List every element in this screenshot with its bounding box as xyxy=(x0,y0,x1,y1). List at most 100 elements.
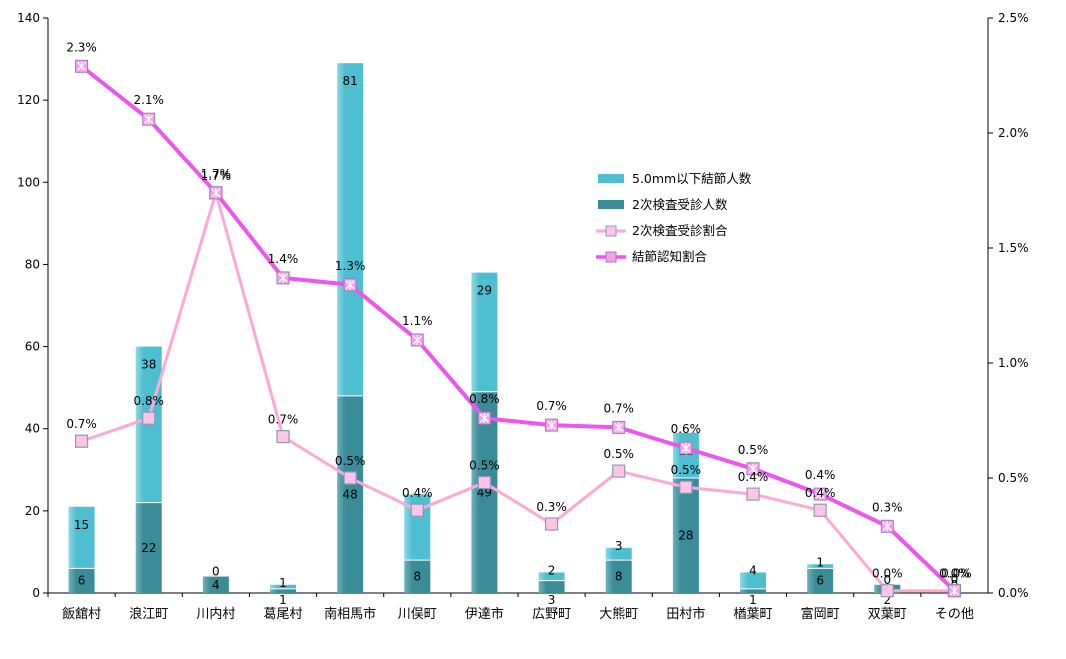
exam-ratio-point xyxy=(74,434,89,448)
bar-nodule-5mm xyxy=(270,584,296,589)
nodule-ratio-point xyxy=(75,59,89,73)
nodule-ratio-label: 1.7% xyxy=(201,167,232,181)
bar-2nd-exam xyxy=(135,502,162,593)
bar-2nd-exam xyxy=(337,395,364,593)
bar-nodule-5mm xyxy=(807,564,834,569)
exam-ratio-point xyxy=(813,503,827,517)
bar-nodule-5mm-label: 0 xyxy=(883,573,891,587)
bar-nodule-5mm-label: 0 xyxy=(951,572,959,586)
exam-ratio-label: 0.7% xyxy=(268,413,299,427)
nodule-ratio-label: 0.8% xyxy=(469,392,500,406)
bar-2nd-exam xyxy=(270,588,296,593)
exam-ratio-series xyxy=(74,186,962,598)
exam-ratio-point xyxy=(142,411,156,425)
bar-2nd-exam-label: 8 xyxy=(413,570,421,584)
x-category-label: その他 xyxy=(935,607,974,622)
legend-marker-nodule-ratio xyxy=(605,251,617,263)
bar-2nd-exam-label: 8 xyxy=(615,570,623,584)
nodule-ratio-label: 0.6% xyxy=(671,422,702,436)
exam-ratio-label: 0.8% xyxy=(133,394,164,408)
nodule-ratio-point xyxy=(947,584,961,598)
bar-nodule-5mm xyxy=(672,432,699,478)
exam-ratio-point xyxy=(612,464,626,478)
nodule-ratio-point xyxy=(343,278,357,292)
legend-swatch-2nd-exam xyxy=(598,200,624,209)
bar-nodule-5mm xyxy=(68,506,95,569)
nodule-ratio-point xyxy=(477,411,491,425)
bar-2nd-exam xyxy=(740,588,766,593)
bar-nodule-5mm-label: 38 xyxy=(141,358,156,372)
bar-nodule-5mm-label: 2 xyxy=(548,563,556,577)
y-right-tick-label: 2.5% xyxy=(998,11,1029,25)
bar-nodule-5mm xyxy=(538,572,565,581)
exam-ratio-label: 1.7% xyxy=(201,169,232,183)
x-category-label: 広野町 xyxy=(532,607,571,622)
exam-ratio-label: 0.5% xyxy=(671,463,702,477)
bar-nodule-5mm-label: 81 xyxy=(343,74,358,88)
legend-swatch-nodule-5mm xyxy=(598,174,624,183)
bar-nodule-5mm xyxy=(337,63,364,396)
legend-label-nodule-ratio: 結節認知割合 xyxy=(632,249,708,264)
nodule-ratio-label: 0.7% xyxy=(536,399,567,413)
nodule-ratio-label: 0.7% xyxy=(603,401,634,415)
legend-label-nodule-5mm: 5.0mm以下結節人数 xyxy=(632,171,752,186)
nodule-ratio-label: 0.5% xyxy=(738,443,769,457)
y-left-tick-label: 0 xyxy=(32,586,40,600)
x-category-label: 双葉町 xyxy=(868,607,907,622)
bar-nodule-5mm-label: 4 xyxy=(749,563,757,577)
y-right-tick-label: 0.0% xyxy=(998,586,1029,600)
nodule-ratio-point xyxy=(813,487,827,501)
bar-2nd-exam-label: 6 xyxy=(78,574,86,588)
legend-label-exam-ratio: 2次検査受診割合 xyxy=(632,223,728,238)
exam-ratio-point xyxy=(276,430,290,444)
exam-ratio-label: 0.5% xyxy=(335,454,366,468)
exam-ratio-label: 0.0% xyxy=(872,567,903,581)
nodule-ratio-point xyxy=(410,333,424,347)
y-right-tick-label: 1.0% xyxy=(998,356,1029,370)
bar-nodule-5mm-label: 15 xyxy=(74,518,89,532)
nodule-ratio-point xyxy=(142,112,156,126)
y-right-ticks: 0.0% 0.5% 1.0% 1.5% 2.0% 2.5% xyxy=(988,11,1029,600)
bar-2nd-exam-label: 1 xyxy=(279,593,287,607)
nodule-ratio-series xyxy=(75,59,961,598)
bar-nodule-5mm-label: 0 xyxy=(212,565,220,579)
exam-ratio-point xyxy=(880,584,894,598)
exam-ratio-point xyxy=(343,471,357,485)
bar-2nd-exam-label: 3 xyxy=(548,593,556,607)
y-left-tick-label: 140 xyxy=(17,11,40,25)
y-left-tick-label: 100 xyxy=(17,175,40,189)
x-category-label: 浪江町 xyxy=(129,607,168,622)
bar-2nd-exam xyxy=(807,568,834,593)
bar-nodule-5mm-label: 1 xyxy=(816,555,824,569)
exam-ratio-point xyxy=(477,476,492,490)
x-category-label: 田村市 xyxy=(666,606,705,622)
x-category-labels: 飯舘村 浪江町 川内村 葛尾村 南相馬市 川俣町 伊達市 広野町 大熊町 田村市 楢葉町 富岡町 双葉町… xyxy=(47,593,974,622)
exam-ratio-label: 0.4% xyxy=(805,486,836,500)
bar-2nd-exam-label: 22 xyxy=(141,541,156,555)
nodule-ratio-point xyxy=(209,186,223,200)
exam-ratio-label: 0.4% xyxy=(738,470,769,484)
bar-nodule-5mm-label: 1 xyxy=(279,576,287,590)
exam-ratio-label: 0.5% xyxy=(603,447,634,461)
nodule-ratio-point xyxy=(545,418,559,432)
bar-nodule-5mm xyxy=(740,572,766,589)
exam-ratio-label: 0.7% xyxy=(66,417,97,431)
y-left-ticks: 0 20 40 60 80 100 120 140 xyxy=(17,11,48,600)
bar-2nd-exam xyxy=(68,568,95,593)
x-category-label: 大熊町 xyxy=(599,606,638,622)
bar-2nd-exam-label: 48 xyxy=(343,487,358,501)
x-category-label: 楢葉町 xyxy=(733,607,772,622)
exam-ratio-point xyxy=(746,487,760,501)
bar-2nd-exam-label: 2 xyxy=(883,593,891,607)
x-category-label: 南相馬市 xyxy=(324,606,376,622)
nodule-ratio-label: 1.3% xyxy=(335,259,366,273)
exam-ratio-label: 0.0% xyxy=(941,567,972,581)
nodule-ratio-label: 2.1% xyxy=(133,93,164,107)
bar-2nd-exam xyxy=(404,560,431,593)
bar-2nd-exam xyxy=(538,580,565,593)
y-right-tick-label: 1.5% xyxy=(998,241,1029,255)
bar-nodule-5mm xyxy=(605,547,632,561)
bar-2nd-exam-label: 1 xyxy=(749,593,757,607)
legend-label-2nd-exam: 2次検査受診人数 xyxy=(632,197,728,212)
bar-2nd-exam xyxy=(605,560,632,593)
